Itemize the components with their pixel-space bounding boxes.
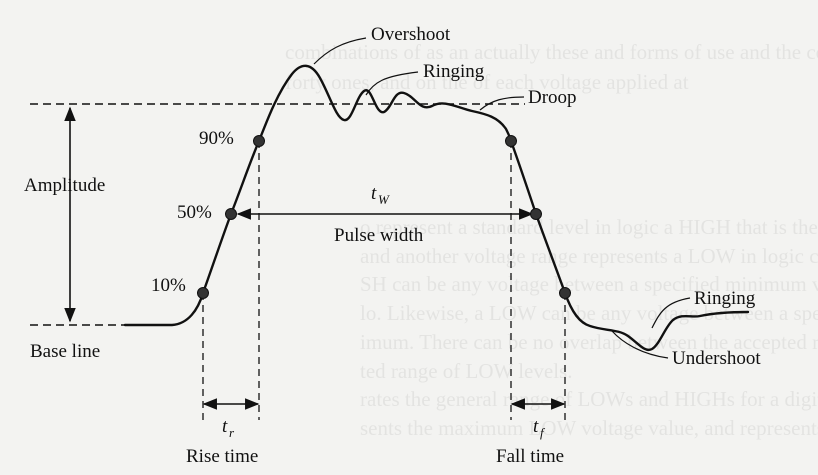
fall-time-label: Fall time bbox=[496, 446, 564, 467]
droop-leader bbox=[479, 96, 525, 111]
ringing-top-label: Ringing bbox=[423, 61, 485, 82]
bleed-through-line: imum. There can be no overlap between th… bbox=[360, 330, 818, 354]
bleed-through-line: sents the maximum LOW voltage value, and… bbox=[360, 416, 818, 440]
rise-time-label: Rise time bbox=[186, 446, 258, 467]
overshoot-leader bbox=[313, 37, 367, 65]
ringing-top-leader bbox=[365, 71, 419, 96]
ringing-bottom-label: Ringing bbox=[694, 288, 756, 309]
pulse-width-label: Pulse width bbox=[334, 225, 424, 246]
point-90-fall bbox=[505, 135, 517, 147]
tf-subscript: f bbox=[540, 425, 546, 440]
bleed-through-line: and another voltage range represents a L… bbox=[360, 244, 818, 268]
droop-label: Droop bbox=[528, 87, 577, 108]
bleed-through-line: forty ones, and on the of each voltage a… bbox=[285, 70, 689, 94]
percent-10-label: 10% bbox=[151, 275, 186, 296]
tr-subscript: r bbox=[229, 425, 235, 440]
pulse-waveform bbox=[123, 64, 750, 352]
percent-90-label: 90% bbox=[199, 128, 234, 149]
point-50-fall bbox=[530, 208, 542, 220]
overshoot-label: Overshoot bbox=[371, 24, 451, 45]
amplitude-label: Amplitude bbox=[24, 175, 105, 196]
bleed-through-line: ted range of LOW levels. bbox=[360, 359, 573, 383]
bleed-through-line: combinations of as an actually these and… bbox=[285, 40, 818, 64]
bleed-through-line: rates the general range of LOWs and HIGH… bbox=[360, 387, 818, 411]
point-10-fall bbox=[559, 287, 571, 299]
bleed-through-line: SH can be any voltage between a specifie… bbox=[360, 272, 818, 296]
tw-subscript: W bbox=[378, 192, 390, 207]
point-90-rise bbox=[253, 135, 265, 147]
tf-symbol: t bbox=[533, 416, 539, 437]
undershoot-leader bbox=[611, 330, 669, 359]
point-50-rise bbox=[225, 208, 237, 220]
point-10-rise bbox=[197, 287, 209, 299]
percent-50-label: 50% bbox=[177, 202, 212, 223]
ringing-bottom-leader bbox=[651, 297, 691, 329]
tr-symbol: t bbox=[222, 416, 228, 437]
undershoot-label: Undershoot bbox=[672, 348, 761, 369]
base-line-label: Base line bbox=[30, 341, 100, 362]
tw-symbol: t bbox=[371, 183, 377, 204]
